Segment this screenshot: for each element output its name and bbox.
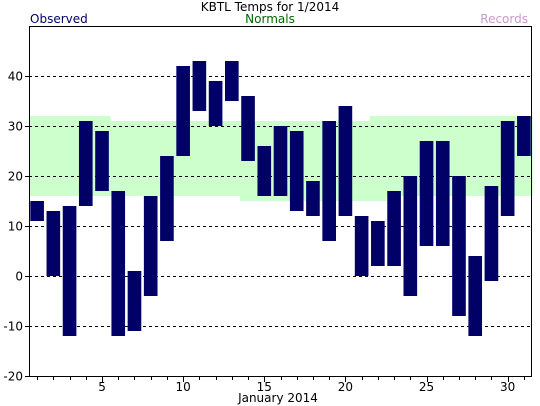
observed-bar-day-23 bbox=[387, 191, 401, 266]
observed-bar-day-10 bbox=[176, 66, 190, 156]
observed-bar-day-15 bbox=[257, 146, 272, 196]
y-tick-label-30: 30 bbox=[8, 120, 23, 134]
y-tick-label--20: -20 bbox=[3, 370, 23, 384]
normal-range-day-13 bbox=[223, 121, 241, 196]
x-tick-label-20: 20 bbox=[338, 380, 353, 394]
normal-range-day-6 bbox=[110, 121, 127, 196]
observed-bars bbox=[30, 61, 531, 336]
observed-bar-day-31 bbox=[517, 116, 531, 156]
normal-range-day-21 bbox=[353, 121, 371, 201]
observed-bar-day-22 bbox=[371, 221, 385, 266]
observed-bar-day-13 bbox=[225, 61, 239, 101]
observed-bar-day-26 bbox=[435, 141, 450, 246]
tick-labels: -20 -10 0 10 20 30 40 5 10 15 20 25 30 bbox=[3, 70, 515, 395]
observed-bar-day-24 bbox=[403, 176, 418, 296]
x-tick-label-25: 25 bbox=[419, 380, 434, 394]
observed-bar-day-17 bbox=[289, 131, 304, 211]
x-tick-label-5: 5 bbox=[98, 380, 106, 394]
normal-range-day-2 bbox=[45, 116, 63, 196]
observed-bar-day-1 bbox=[30, 201, 44, 221]
observed-bar-day-18 bbox=[306, 181, 320, 216]
normal-range-day-8 bbox=[142, 121, 160, 196]
observed-bar-day-19 bbox=[322, 121, 336, 241]
normal-range-day-1 bbox=[29, 116, 46, 196]
observed-bar-day-29 bbox=[484, 186, 499, 281]
axes bbox=[25, 26, 532, 382]
y-tick-label-0: 0 bbox=[15, 270, 23, 284]
normal-range-day-12 bbox=[207, 121, 225, 196]
y-tick-label-20: 20 bbox=[8, 170, 23, 184]
observed-bar-day-3 bbox=[62, 206, 77, 336]
plot-frame bbox=[29, 26, 532, 377]
observed-bar-day-7 bbox=[127, 271, 142, 331]
normal-range-day-29 bbox=[483, 116, 501, 196]
observed-bar-day-20 bbox=[338, 106, 353, 216]
normal-range-day-7 bbox=[126, 121, 144, 196]
y-tick-label-40: 40 bbox=[8, 70, 23, 84]
observed-bar-day-28 bbox=[468, 256, 483, 336]
y-tick-label-10: 10 bbox=[8, 220, 23, 234]
observed-bar-day-16 bbox=[273, 126, 288, 196]
observed-bar-day-21 bbox=[354, 216, 369, 276]
normal-range-day-3 bbox=[61, 116, 79, 196]
legend-records: Records bbox=[480, 12, 528, 26]
observed-bar-day-14 bbox=[241, 96, 255, 161]
x-axis-label: January 2014 bbox=[237, 391, 318, 405]
normal-range-day-22 bbox=[369, 116, 387, 201]
x-tick-label-10: 10 bbox=[176, 380, 191, 394]
observed-bar-day-5 bbox=[95, 131, 109, 191]
observed-bar-day-8 bbox=[143, 196, 158, 296]
legend-normals: Normals bbox=[245, 12, 295, 26]
observed-bar-day-27 bbox=[452, 176, 466, 316]
chart-title: KBTL Temps for 1/2014 bbox=[200, 0, 340, 14]
observed-bar-day-25 bbox=[419, 141, 434, 246]
legend-observed: Observed bbox=[30, 12, 88, 26]
observed-bar-day-9 bbox=[160, 156, 174, 241]
observed-bar-day-11 bbox=[192, 61, 207, 111]
x-tick-label-30: 30 bbox=[500, 380, 515, 394]
x-tick-label-15: 15 bbox=[257, 380, 272, 394]
observed-bar-day-12 bbox=[208, 81, 223, 126]
observed-bar-day-30 bbox=[500, 121, 515, 216]
observed-bar-day-6 bbox=[111, 191, 126, 336]
normal-range-day-23 bbox=[385, 116, 403, 196]
normal-range-day-28 bbox=[467, 116, 484, 196]
observed-bar-day-2 bbox=[46, 211, 61, 276]
y-tick-label--10: -10 bbox=[3, 320, 23, 334]
observed-bar-day-4 bbox=[78, 121, 93, 206]
normal-range-day-11 bbox=[191, 121, 209, 196]
